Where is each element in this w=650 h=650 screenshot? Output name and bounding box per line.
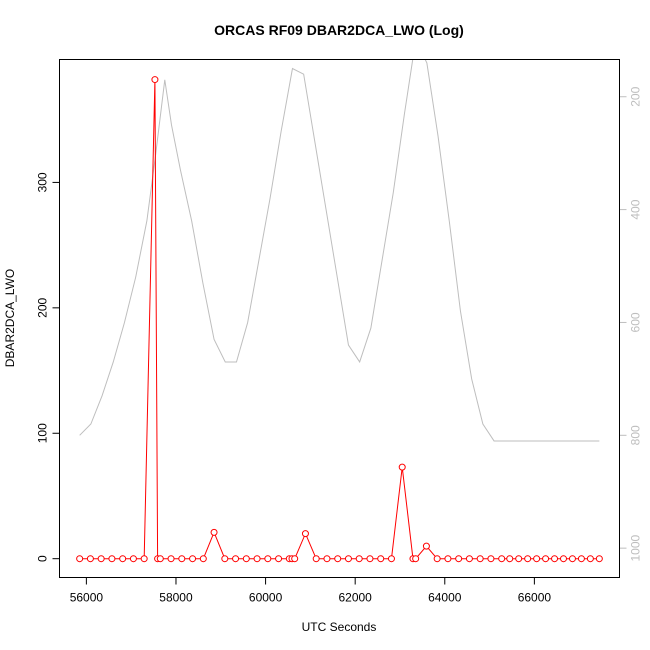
data-point (178, 555, 186, 563)
axes-layer: 56000 58000 60000 62000 64000 66000 0 100 200 300… (36, 86, 643, 604)
y2-tick-label: 1000 (629, 534, 643, 561)
data-point (506, 555, 514, 563)
series-line (79, 79, 600, 560)
x-tick-label: 66000 (518, 591, 552, 605)
y-tick-label: 300 (36, 172, 50, 192)
data-point (242, 555, 250, 563)
data-point (108, 555, 116, 563)
y2-tick-label: 800 (629, 425, 643, 445)
data-point (444, 555, 452, 563)
y2-tick-label: 600 (629, 312, 643, 332)
data-point (595, 555, 603, 563)
x-tick-label: 60000 (249, 591, 283, 605)
series-layer (76, 59, 603, 563)
data-point (355, 555, 363, 563)
y2-tick-label: 400 (629, 199, 643, 219)
data-point (221, 555, 229, 563)
y-tick-label: 200 (36, 298, 50, 318)
data-point (487, 555, 495, 563)
data-point (86, 555, 94, 563)
x-tick-label: 64000 (428, 591, 462, 605)
series-right (79, 59, 600, 442)
data-point (551, 555, 559, 563)
data-point (465, 555, 473, 563)
data-point (498, 555, 506, 563)
data-point (568, 555, 576, 563)
y-tick-label: 0 (36, 555, 50, 562)
data-point (291, 555, 299, 563)
data-point (398, 463, 406, 471)
data-point (323, 555, 331, 563)
data-point (232, 555, 240, 563)
data-point (119, 555, 127, 563)
data-point (275, 555, 283, 563)
data-point (253, 555, 261, 563)
data-point (76, 555, 84, 563)
data-point (455, 555, 463, 563)
data-point (210, 528, 218, 536)
data-point (476, 555, 484, 563)
data-point (515, 555, 523, 563)
data-point (189, 555, 197, 563)
x-axis-label: UTC Seconds (302, 620, 377, 634)
data-point (344, 555, 352, 563)
data-point (312, 555, 320, 563)
data-point (129, 555, 137, 563)
y-tick-label: 100 (36, 423, 50, 443)
data-point (334, 555, 342, 563)
data-point (199, 555, 207, 563)
data-point (560, 555, 567, 563)
data-point (412, 555, 420, 563)
data-point (167, 555, 175, 563)
data-point (301, 530, 309, 538)
data-point (422, 542, 430, 550)
y2-tick-label: 200 (629, 86, 643, 106)
plot-frame (59, 59, 620, 578)
data-point (156, 555, 164, 563)
data-point (533, 555, 541, 563)
data-point (387, 555, 395, 563)
x-tick-label: 58000 (159, 591, 193, 605)
data-point (577, 555, 585, 563)
data-point (151, 76, 159, 84)
series-line (79, 59, 600, 442)
data-point (586, 555, 594, 563)
data-point (140, 555, 148, 563)
series-left (76, 76, 603, 563)
data-point (264, 555, 272, 563)
data-point (433, 555, 441, 563)
x-tick-label: 56000 (70, 591, 104, 605)
chart-title: ORCAS RF09 DBAR2DCA_LWO (Log) (214, 22, 464, 38)
data-point (377, 555, 385, 563)
y-axis-label: DBAR2DCA_LWO (3, 269, 17, 367)
data-point (366, 555, 374, 563)
x-tick-label: 62000 (338, 591, 372, 605)
data-point (542, 555, 550, 563)
data-point (97, 555, 105, 563)
data-point (524, 555, 532, 563)
